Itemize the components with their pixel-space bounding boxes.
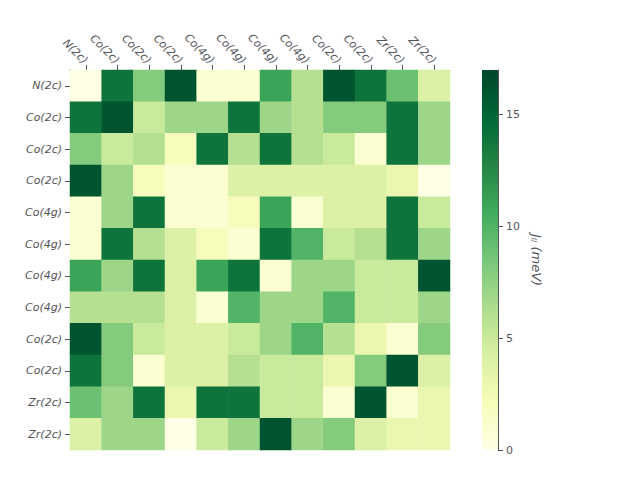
svg-text:Co(2c): Co(2c) <box>26 174 62 187</box>
svg-text:Co(2c): Co(2c) <box>26 143 62 156</box>
svg-text:Co(4g): Co(4g) <box>213 31 248 66</box>
svg-text:Co(2c): Co(2c) <box>26 111 62 124</box>
svg-text:N(2c): N(2c) <box>60 36 90 66</box>
svg-text:Co(4g): Co(4g) <box>25 301 62 314</box>
svg-text:Co(4g): Co(4g) <box>245 31 280 66</box>
svg-text:10: 10 <box>506 220 520 233</box>
svg-text:Zr(2c): Zr(2c) <box>373 33 407 67</box>
svg-text:Zr(2c): Zr(2c) <box>27 396 62 409</box>
svg-text:N(2c): N(2c) <box>32 79 62 92</box>
svg-text:0: 0 <box>506 444 513 457</box>
svg-text:Co(2c): Co(2c) <box>87 32 122 67</box>
svg-text:Co(4g): Co(4g) <box>25 238 62 251</box>
svg-text:15: 15 <box>506 108 520 121</box>
svg-text:Co(2c): Co(2c) <box>119 32 154 67</box>
svg-text:5: 5 <box>506 332 513 345</box>
svg-text:Co(2c): Co(2c) <box>341 32 376 67</box>
svg-text:Zr(2c): Zr(2c) <box>27 428 62 441</box>
svg-text:Co(4g): Co(4g) <box>182 31 217 66</box>
svg-text:Zr(2c): Zr(2c) <box>405 33 439 67</box>
svg-text:Jᵢⱼ (meV): Jᵢⱼ (meV) <box>529 231 544 286</box>
svg-text:Co(2c): Co(2c) <box>151 32 186 67</box>
svg-text:Co(4g): Co(4g) <box>25 269 62 282</box>
svg-text:Co(4g): Co(4g) <box>277 31 312 66</box>
svg-text:Co(2c): Co(2c) <box>26 364 62 377</box>
svg-text:Co(2c): Co(2c) <box>26 333 62 346</box>
svg-text:Co(2c): Co(2c) <box>309 32 344 67</box>
svg-text:Co(4g): Co(4g) <box>25 206 62 219</box>
